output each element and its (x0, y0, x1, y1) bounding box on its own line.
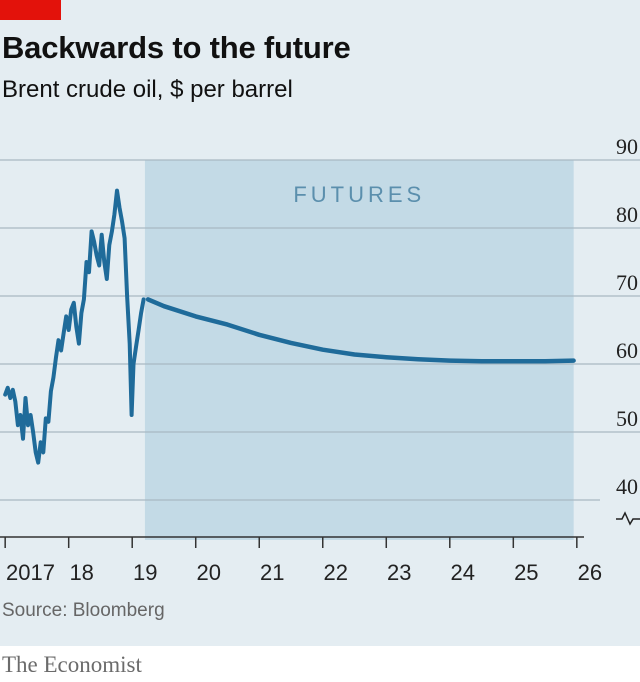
y-tick-label: 70 (616, 270, 638, 295)
chart-subtitle: Brent crude oil, $ per barrel (2, 76, 293, 103)
brand-tag (0, 0, 61, 20)
x-tick-label: 18 (69, 560, 93, 585)
y-tick-label: 50 (616, 406, 638, 431)
series-lines (3, 188, 576, 465)
y-tick-label: 60 (616, 338, 638, 363)
x-tick-label: 20 (196, 560, 220, 585)
chart-title: Backwards to the future (2, 30, 351, 65)
x-tick-label: 21 (260, 560, 284, 585)
line-chart: FUTURES 2017 18 19 20 21 22 23 24 25 26 40 50 60 70 8… (0, 134, 640, 585)
x-tick-label: 22 (324, 560, 348, 585)
publisher-brand: The Economist (2, 652, 142, 677)
historical-price-line (3, 188, 146, 465)
x-tick-label: 23 (387, 560, 411, 585)
gridlines (0, 159, 640, 501)
y-tick-label: 40 (616, 474, 638, 499)
x-tick-label: 26 (578, 560, 602, 585)
y-tick-label: 90 (616, 134, 638, 159)
futures-band (144, 160, 574, 540)
futures-price-line (145, 297, 576, 364)
source-note: Source: Bloomberg (2, 600, 165, 621)
x-tick-label: 24 (451, 560, 475, 585)
x-tick-label: 2017 (6, 560, 55, 585)
x-axis: 2017 18 19 20 21 22 23 24 25 26 (0, 536, 602, 585)
axis-break-icon (616, 511, 640, 526)
y-tick-label: 80 (616, 202, 638, 227)
futures-band-label: FUTURES (293, 182, 425, 207)
futures-band-layer: FUTURES (144, 160, 574, 540)
x-tick-label: 25 (514, 560, 538, 585)
y-axis: 40 50 60 70 80 90 (616, 134, 640, 526)
x-tick-label: 19 (133, 560, 157, 585)
